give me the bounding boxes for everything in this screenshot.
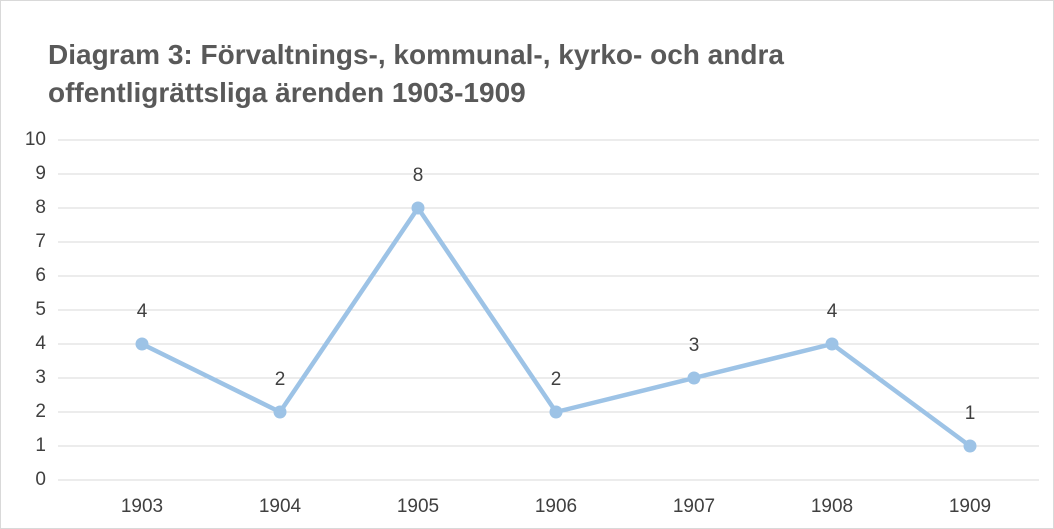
marker: [687, 371, 701, 385]
y-tick-label: 9: [35, 163, 46, 184]
x-tick-label: 1904: [259, 496, 302, 517]
marker: [411, 201, 425, 215]
data-label: 8: [413, 165, 424, 186]
y-tick-label: 6: [35, 265, 46, 286]
x-tick-label: 1909: [949, 496, 991, 517]
marker: [825, 337, 839, 351]
chart-title: Diagram 3: Förvaltnings-, kommunal-, kyr…: [48, 39, 784, 108]
data-label: 4: [137, 301, 148, 322]
data-label: 4: [827, 301, 838, 322]
x-tick-label: 1905: [397, 496, 439, 517]
marker: [963, 439, 977, 453]
y-tick-label: 0: [35, 469, 46, 490]
marker: [549, 405, 563, 419]
y-tick-label: 1: [35, 435, 46, 456]
marker: [273, 405, 287, 419]
data-label: 3: [689, 335, 700, 356]
x-tick-label: 1907: [673, 496, 715, 517]
y-tick-label: 8: [35, 197, 46, 218]
data-label: 2: [275, 369, 286, 390]
y-tick-label: 7: [35, 231, 46, 252]
y-tick-label: 3: [35, 367, 46, 388]
x-tick-label: 1906: [535, 496, 577, 517]
marker: [135, 337, 149, 351]
data-label: 2: [551, 369, 562, 390]
data-label: 1: [965, 403, 976, 424]
y-tick-label: 2: [35, 401, 46, 422]
x-tick-label: 1903: [121, 496, 163, 517]
y-tick-label: 4: [35, 333, 46, 354]
y-tick-label: 5: [35, 299, 46, 320]
y-tick-label: 10: [25, 129, 46, 150]
x-tick-label: 1908: [811, 496, 853, 517]
